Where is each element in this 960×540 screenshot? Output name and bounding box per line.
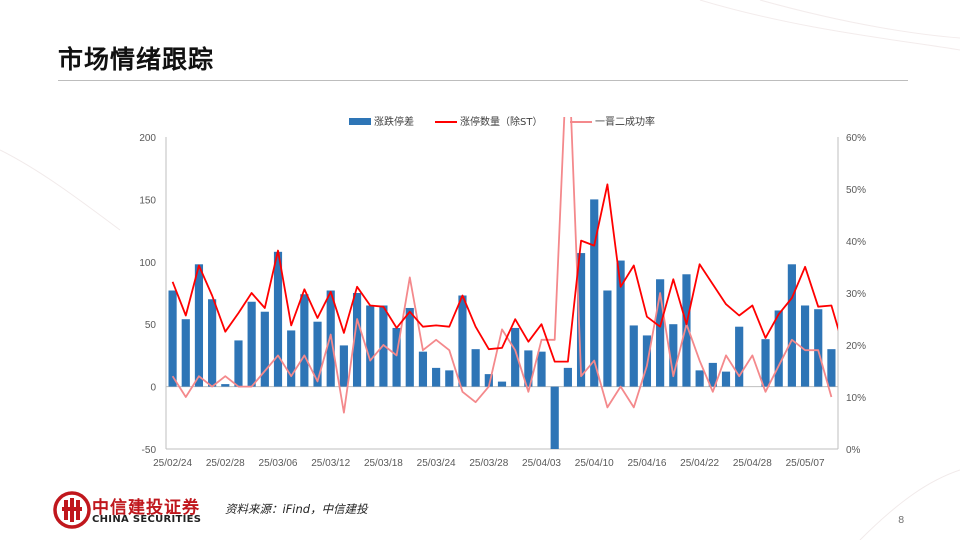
bar-zdt-diff [339,345,348,387]
legend-label-bar: 涨跌停差 [374,115,414,128]
bar-zdt-diff [537,351,546,387]
bar-zdt-diff [247,301,256,387]
bar-zdt-diff [418,351,428,387]
bar-zdt-diff [735,326,744,387]
bar-zdt-diff [287,330,296,387]
bar-zdt-diff [313,321,322,387]
bar-zdt-diff [432,367,441,387]
bar-zdt-diff [576,253,586,387]
bar-zdt-diff [827,349,836,387]
legend-label-line1: 涨停数量（除ST） [460,115,542,128]
y-right-tick-label: 30% [846,289,866,300]
y-right-tick-label: 60% [846,133,866,144]
bar-zdt-diff [234,340,243,387]
line-promotion-rate [171,117,833,414]
bar-zdt-diff [590,199,599,387]
y-right-tick-label: 20% [846,341,866,352]
x-tick-label: 25/03/28 [469,458,508,469]
page-title: 市场情绪跟踪 [58,45,215,74]
x-tick-label: 25/03/18 [364,458,403,469]
line-limit-up-count [171,183,838,363]
y-right-tick-label: 10% [846,393,866,404]
bar-zdt-diff [194,264,204,387]
brand-name-cn: 中信建投证券 [92,498,200,518]
bar-zdt-diff [774,310,783,387]
x-tick-label: 25/04/03 [522,458,561,469]
x-tick-label: 25/03/06 [259,458,298,469]
brand-name-en: CHINA SECURITIES [92,514,202,525]
bar-zdt-diff [366,305,375,387]
y-right-tick-label: 0% [846,445,861,456]
bar-zdt-diff [814,309,823,387]
bar-zdt-diff [181,319,190,387]
y-left-tick-label: -50 [142,445,157,456]
y-left-tick-label: 50 [145,320,157,331]
x-tick-label: 25/02/28 [206,458,245,469]
legend-swatch-bar [349,118,371,125]
bar-zdt-diff [761,339,770,387]
bar-zdt-diff [221,384,230,387]
y-left-tick-label: 150 [139,195,156,206]
x-tick-label: 25/03/24 [417,458,456,469]
bar-zdt-diff [656,279,665,387]
title-divider [58,80,908,81]
bar-zdt-diff [445,370,454,387]
bar-zdt-diff [260,311,269,387]
bar-zdt-diff [497,381,507,387]
x-tick-label: 25/05/07 [786,458,825,469]
bar-zdt-diff [168,290,177,387]
y-left-tick-label: 0 [150,383,156,394]
x-tick-label: 25/02/24 [153,458,192,469]
bar-zdt-diff [721,371,731,387]
bar-zdt-diff [682,274,691,387]
bar-zdt-diff [352,293,362,387]
bar-zdt-diff [603,290,612,387]
legend-label-line2: 一晋二成功率 [595,115,655,128]
bar-zdt-diff [524,350,533,387]
bar-zdt-diff [511,327,520,387]
bar-zdt-diff [629,325,638,387]
bar-zdt-diff [550,386,559,449]
bar-zdt-diff [800,305,810,387]
page-number: 8 [898,515,905,526]
bar-zdt-diff [300,294,309,387]
x-tick-label: 25/04/28 [733,458,772,469]
bar-zdt-diff [484,374,493,387]
bar-zdt-diff [208,299,217,387]
y-right-tick-label: 40% [846,237,866,248]
bar-zdt-diff [787,264,796,387]
x-tick-label: 25/04/22 [680,458,719,469]
x-tick-label: 25/04/10 [575,458,614,469]
y-left-tick-label: 100 [139,258,156,269]
bar-zdt-diff [616,260,625,387]
bar-zdt-diff [392,327,401,387]
bar-zdt-diff [273,251,283,387]
bar-zdt-diff [405,307,414,387]
x-tick-label: 25/04/16 [627,458,666,469]
bar-zdt-diff [669,324,678,387]
bar-zdt-diff [563,367,572,387]
x-tick-label: 25/03/12 [311,458,350,469]
china-securities-logo-icon [53,491,91,529]
bar-zdt-diff [695,370,704,387]
bar-zdt-diff [708,362,717,387]
data-source-note: 资料来源：iFind，中信建投 [225,502,368,516]
bar-zdt-diff [471,349,480,387]
bar-zdt-diff [458,295,467,387]
y-left-tick-label: 200 [139,133,156,144]
y-right-tick-label: 50% [846,185,866,196]
